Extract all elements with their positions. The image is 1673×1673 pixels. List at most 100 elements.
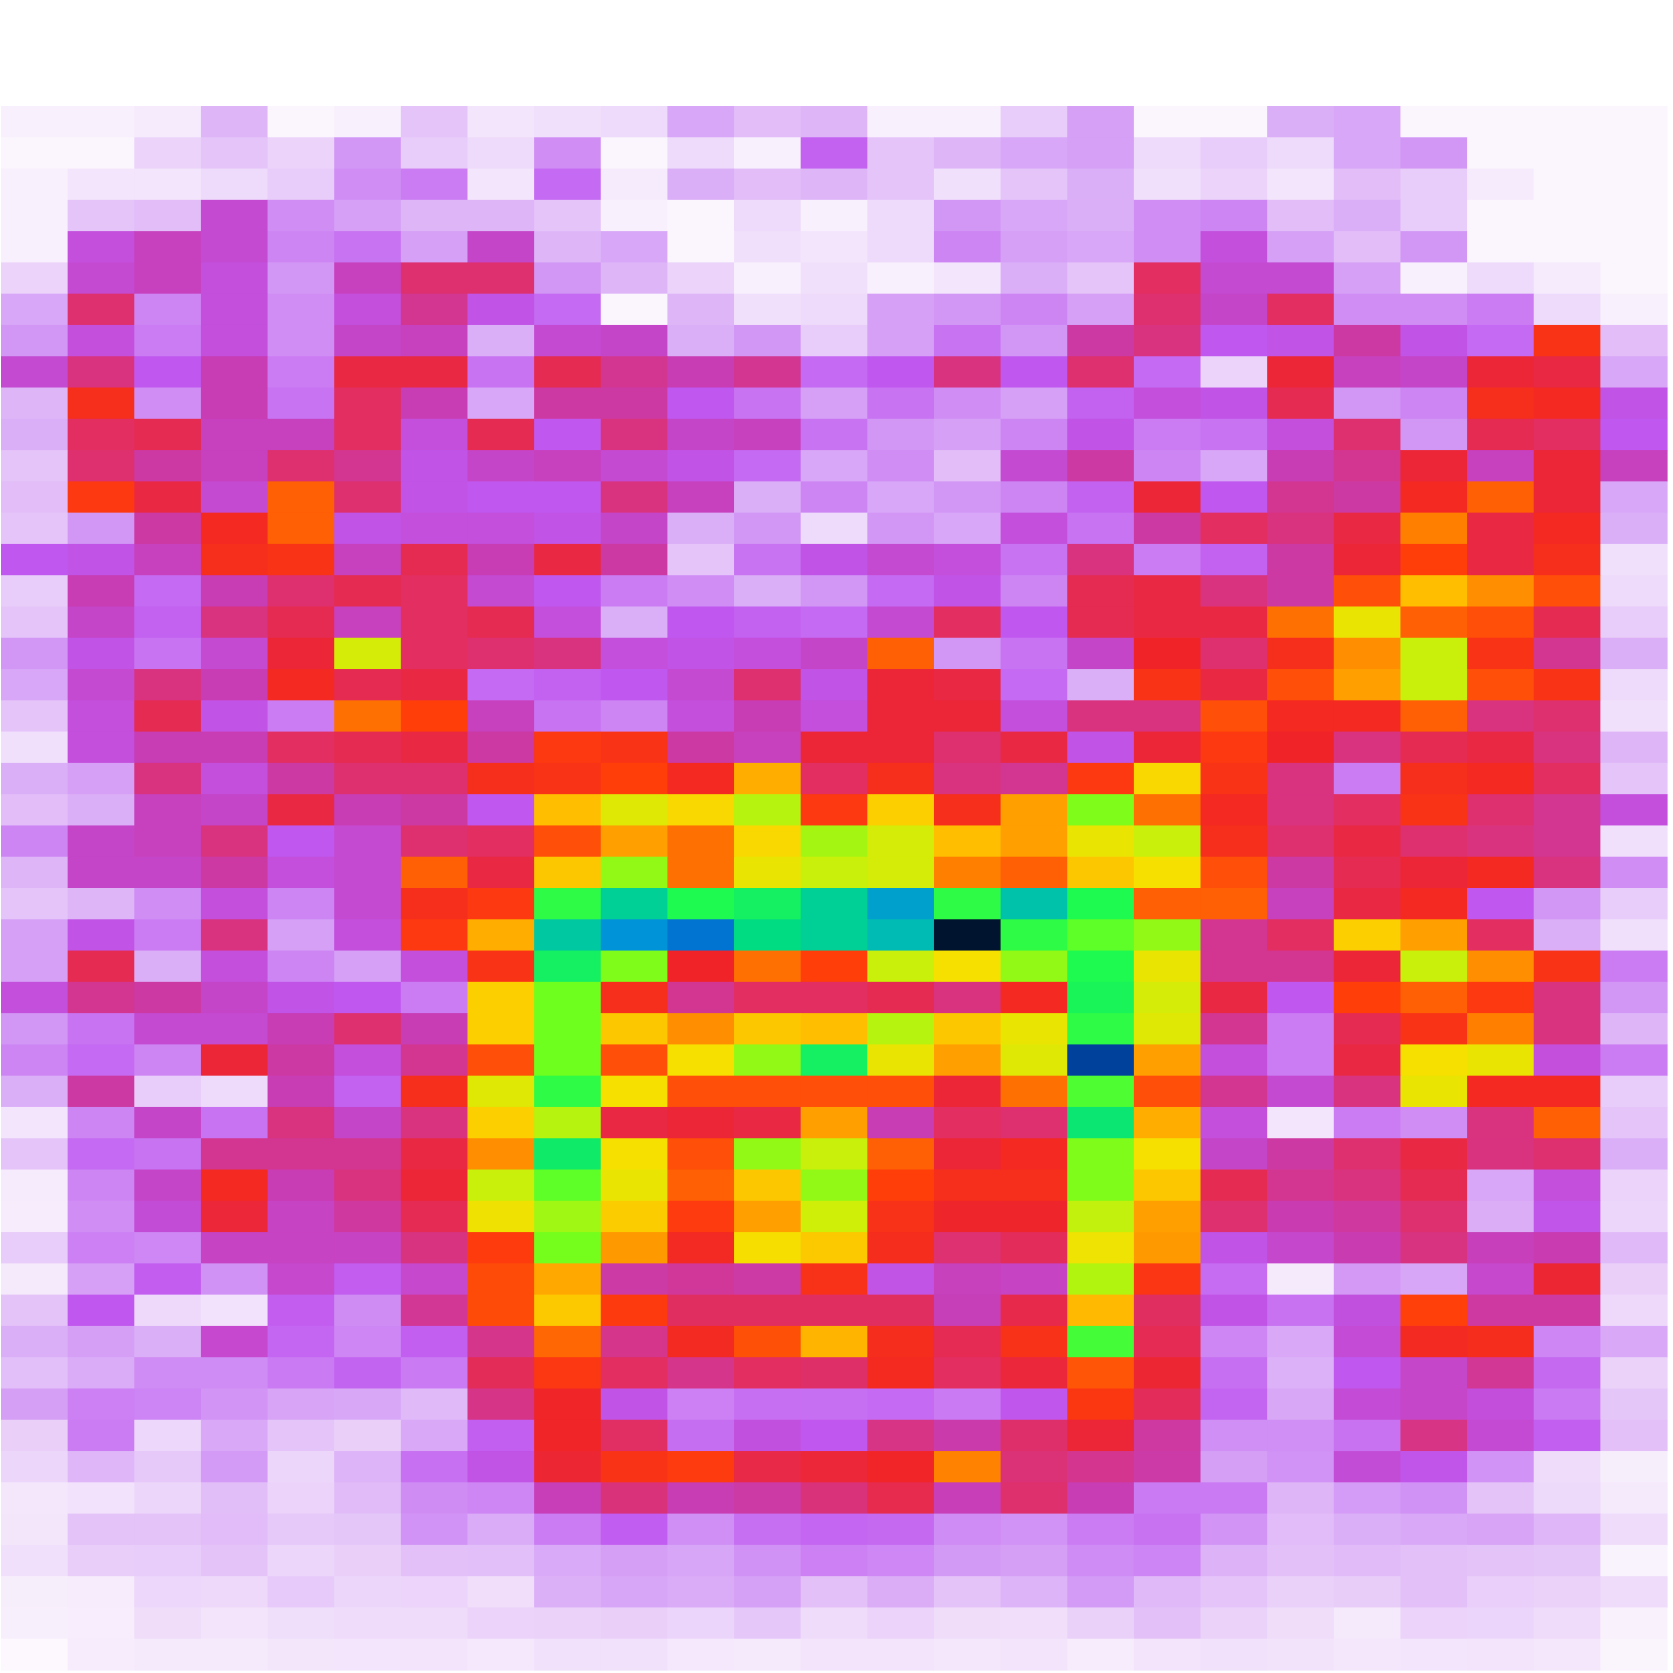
heatmap-cell-r20-c22 <box>1467 731 1535 764</box>
heatmap-cell-r37-c19 <box>1267 1263 1335 1296</box>
heatmap-cell-r39-c17 <box>1133 1325 1202 1358</box>
heatmap-cell-r6-c8 <box>534 293 602 326</box>
heatmap-cell-r47-c18 <box>1200 1576 1268 1609</box>
heatmap-cell-r10-c12 <box>800 418 868 451</box>
heatmap-cell-r38-c3 <box>200 1294 269 1327</box>
heatmap-cell-r13-c6 <box>400 512 469 545</box>
heatmap-cell-r48-c5 <box>334 1607 402 1640</box>
heatmap-cell-r29-c16 <box>1067 1013 1135 1045</box>
heatmap-cell-r46-c21 <box>1400 1544 1468 1577</box>
heatmap-cell-r4-c22 <box>1467 231 1535 263</box>
heatmap-cell-r40-c21 <box>1400 1357 1468 1390</box>
heatmap-cell-r39-c0 <box>1 1325 69 1358</box>
heatmap-cell-r36-c18 <box>1200 1232 1268 1264</box>
heatmap-cell-r23-c5 <box>334 825 402 858</box>
heatmap-cell-r31-c20 <box>1333 1075 1402 1108</box>
heatmap-cell-r40-c5 <box>334 1357 402 1390</box>
heatmap-cell-r40-c0 <box>1 1357 69 1390</box>
heatmap-cell-r42-c19 <box>1267 1419 1335 1452</box>
heatmap-cell-r45-c24 <box>1600 1513 1668 1546</box>
heatmap-cell-r2-c17 <box>1133 168 1202 201</box>
heatmap-cell-r28-c15 <box>1000 981 1068 1014</box>
heatmap-cell-r34-c5 <box>334 1169 402 1202</box>
heatmap-cell-r41-c6 <box>400 1388 469 1421</box>
heatmap-cell-r27-c1 <box>67 950 135 983</box>
heatmap-cell-r43-c21 <box>1400 1451 1468 1483</box>
heatmap-cell-r40-c10 <box>667 1357 735 1390</box>
heatmap-cell-r10-c11 <box>734 418 802 451</box>
heatmap-cell-r45-c8 <box>534 1513 602 1546</box>
heatmap-cell-r9-c7 <box>467 387 535 420</box>
heatmap-cell-r48-c20 <box>1333 1607 1402 1640</box>
heatmap-cell-r25-c22 <box>1467 888 1535 920</box>
heatmap-cell-r37-c14 <box>933 1263 1002 1296</box>
heatmap-cell-r45-c20 <box>1333 1513 1402 1546</box>
heatmap-cell-r27-c4 <box>267 950 335 983</box>
heatmap-cell-r2-c11 <box>734 168 802 201</box>
heatmap-cell-r8-c3 <box>200 356 269 389</box>
heatmap-cell-r11-c20 <box>1333 450 1402 482</box>
heatmap-cell-r45-c0 <box>1 1513 69 1546</box>
heatmap-cell-r39-c20 <box>1333 1325 1402 1358</box>
heatmap-cell-r5-c12 <box>800 262 868 295</box>
heatmap-cell-r10-c22 <box>1467 418 1535 451</box>
heatmap-cell-r15-c19 <box>1267 575 1335 608</box>
heatmap-cell-r33-c11 <box>734 1138 802 1171</box>
heatmap-cell-r38-c2 <box>134 1294 202 1327</box>
heatmap-cell-r37-c10 <box>667 1263 735 1296</box>
heatmap-cell-r34-c19 <box>1267 1169 1335 1202</box>
heatmap-cell-r11-c17 <box>1133 450 1202 482</box>
heatmap-cell-r26-c22 <box>1467 919 1535 952</box>
heatmap-cell-r34-c23 <box>1533 1169 1601 1202</box>
heatmap-cell-r30-c15 <box>1000 1044 1068 1077</box>
heatmap-cell-r33-c16 <box>1067 1138 1135 1171</box>
heatmap-cell-r0-c2 <box>134 106 202 138</box>
heatmap-cell-r25-c8 <box>534 888 602 920</box>
heatmap-cell-r28-c9 <box>600 981 668 1014</box>
heatmap-cell-r0-c17 <box>1133 106 1202 138</box>
heatmap-cell-r40-c17 <box>1133 1357 1202 1390</box>
heatmap-cell-r18-c21 <box>1400 669 1468 701</box>
heatmap-cell-r32-c0 <box>1 1106 69 1139</box>
heatmap-cell-r31-c3 <box>200 1075 269 1108</box>
heatmap-cell-r37-c15 <box>1000 1263 1068 1296</box>
heatmap-cell-r3-c16 <box>1067 199 1135 232</box>
heatmap-cell-r24-c12 <box>800 856 868 889</box>
heatmap-cell-r19-c5 <box>334 700 402 733</box>
heatmap-cell-r49-c3 <box>200 1638 269 1671</box>
heatmap-cell-r30-c3 <box>200 1044 269 1077</box>
heatmap-cell-r21-c2 <box>134 762 202 795</box>
heatmap-cell-r1-c6 <box>400 137 469 170</box>
heatmap-cell-r31-c13 <box>867 1075 935 1108</box>
heatmap-cell-r16-c14 <box>933 606 1002 639</box>
heatmap-cell-r17-c8 <box>534 637 602 670</box>
heatmap-cell-r37-c9 <box>600 1263 668 1296</box>
heatmap-cell-r31-c19 <box>1267 1075 1335 1108</box>
heatmap-cell-r0-c18 <box>1200 106 1268 138</box>
heatmap-cell-r35-c20 <box>1333 1200 1402 1233</box>
heatmap-cell-r48-c6 <box>400 1607 469 1640</box>
heatmap-cell-r4-c10 <box>667 231 735 263</box>
heatmap-cell-r49-c8 <box>534 1638 602 1671</box>
heatmap-cell-r14-c20 <box>1333 543 1402 576</box>
heatmap-cell-r7-c24 <box>1600 324 1668 357</box>
heatmap-cell-r46-c0 <box>1 1544 69 1577</box>
heatmap-cell-r6-c17 <box>1133 293 1202 326</box>
heatmap-cell-r39-c9 <box>600 1325 668 1358</box>
heatmap-cell-r10-c23 <box>1533 418 1601 451</box>
heatmap-cell-r32-c16 <box>1067 1106 1135 1139</box>
heatmap-cell-r5-c24 <box>1600 262 1668 295</box>
heatmap-cell-r9-c5 <box>334 387 402 420</box>
heatmap-cell-r11-c13 <box>867 450 935 482</box>
heatmap-cell-r40-c13 <box>867 1357 935 1390</box>
heatmap-cell-r15-c6 <box>400 575 469 608</box>
heatmap-cell-r33-c24 <box>1600 1138 1668 1171</box>
heatmap-cell-r3-c4 <box>267 199 335 232</box>
heatmap-cell-r28-c19 <box>1267 981 1335 1014</box>
heatmap-cell-r23-c4 <box>267 825 335 858</box>
heatmap-cell-r6-c14 <box>933 293 1002 326</box>
heatmap-cell-r17-c1 <box>67 637 135 670</box>
heatmap-cell-r43-c18 <box>1200 1451 1268 1483</box>
heatmap-cell-r5-c23 <box>1533 262 1601 295</box>
heatmap-cell-r13-c3 <box>200 512 269 545</box>
